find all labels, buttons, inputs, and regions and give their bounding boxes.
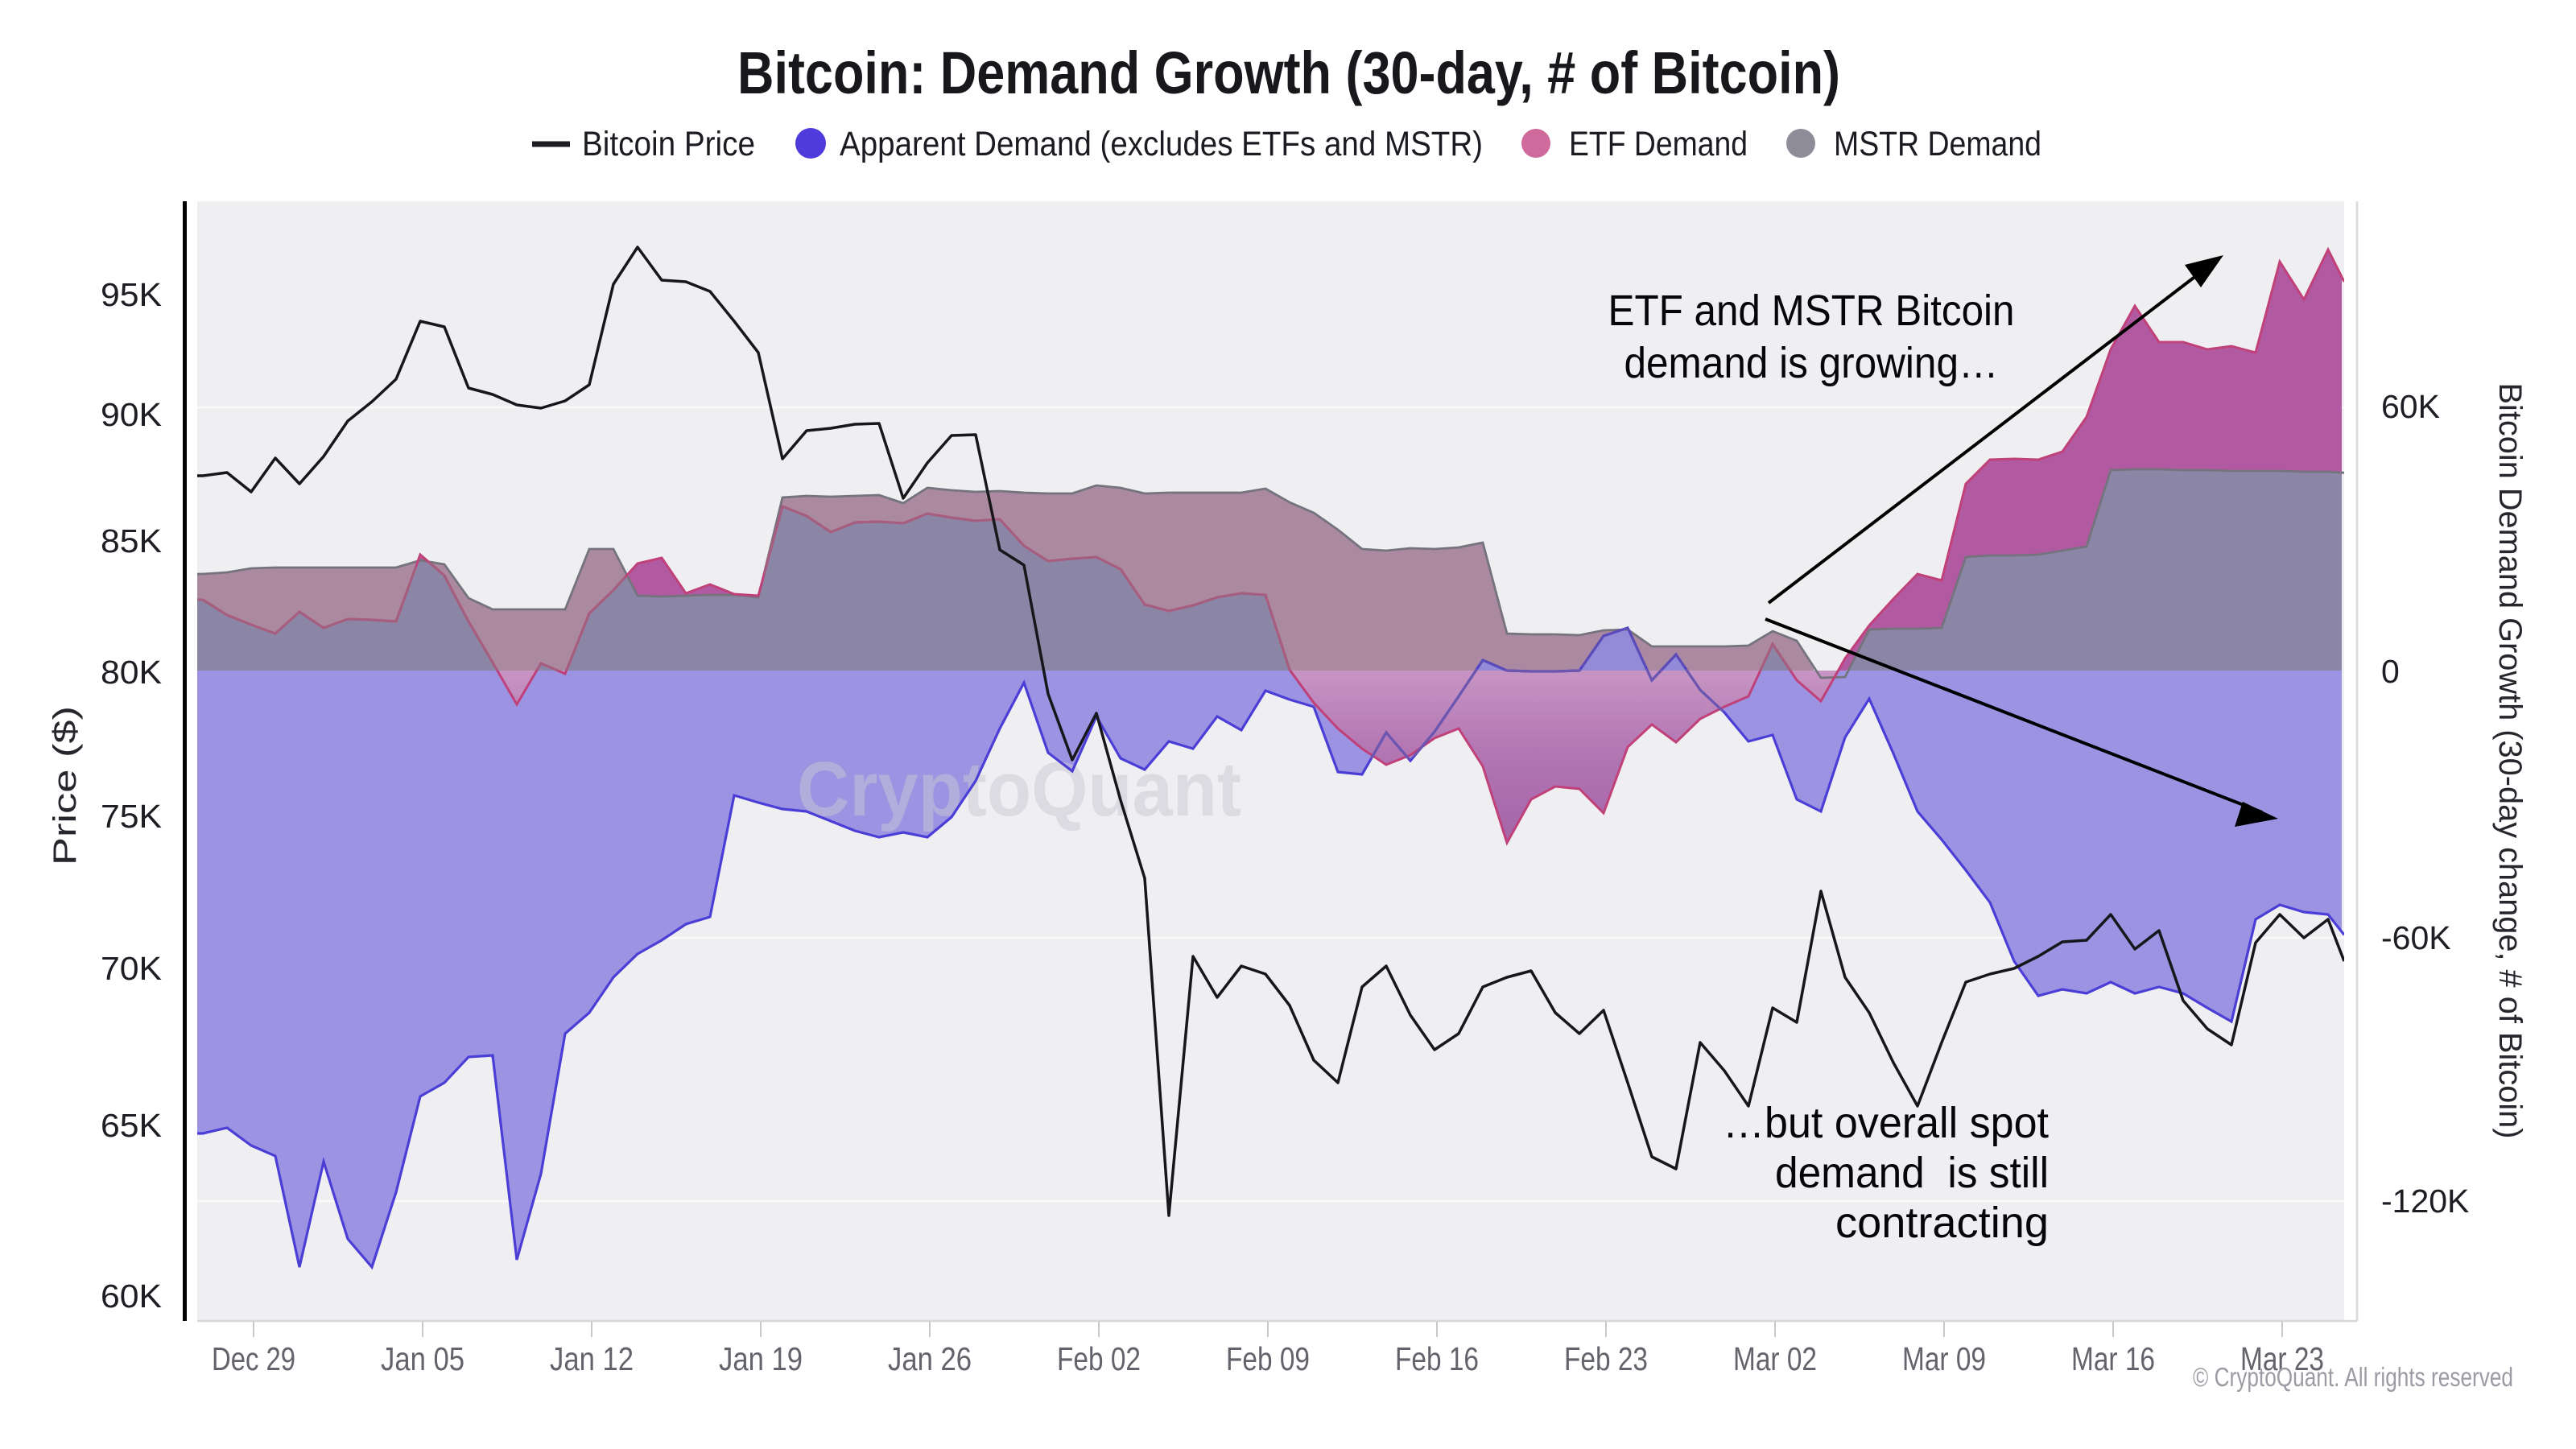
- svg-text:95K: 95K: [101, 276, 162, 313]
- svg-text:Jan 26: Jan 26: [888, 1340, 972, 1377]
- svg-text:-120K: -120K: [2381, 1183, 2469, 1220]
- svg-text:Bitcoin Price: Bitcoin Price: [582, 125, 755, 163]
- svg-text:CryptoQuant: CryptoQuant: [797, 746, 1241, 832]
- svg-text:Price ($): Price ($): [47, 706, 83, 865]
- svg-text:0: 0: [2381, 653, 2400, 690]
- svg-text:demand is growing…: demand is growing…: [1624, 339, 1999, 387]
- svg-text:90K: 90K: [101, 396, 162, 433]
- svg-text:ETF and MSTR Bitcoin: ETF and MSTR Bitcoin: [1608, 287, 2015, 335]
- svg-text:60K: 60K: [101, 1278, 162, 1315]
- svg-text:Jan 05: Jan 05: [381, 1340, 464, 1377]
- svg-text:75K: 75K: [101, 798, 162, 835]
- svg-text:demand is still: demand is still: [1775, 1149, 2049, 1197]
- svg-text:Feb 02: Feb 02: [1057, 1340, 1141, 1377]
- svg-text:Mar 16: Mar 16: [2071, 1340, 2155, 1377]
- svg-text:80K: 80K: [101, 654, 162, 691]
- svg-text:Mar 09: Mar 09: [1902, 1340, 1986, 1377]
- svg-text:Mar 23: Mar 23: [2240, 1340, 2324, 1377]
- svg-text:Dec 29: Dec 29: [212, 1340, 295, 1377]
- svg-text:Bitcoin: Demand Growth (30-day: Bitcoin: Demand Growth (30-day, # of Bit…: [737, 39, 1840, 106]
- svg-text:MSTR Demand: MSTR Demand: [1834, 125, 2041, 163]
- svg-text:Feb 16: Feb 16: [1395, 1340, 1479, 1377]
- svg-text:Bitcoin Demand Growth (30-day: Bitcoin Demand Growth (30-day change, # …: [2492, 383, 2528, 1139]
- svg-text:60K: 60K: [2381, 388, 2440, 425]
- svg-text:Apparent Demand (excludes ETFs: Apparent Demand (excludes ETFs and MSTR): [840, 125, 1483, 163]
- svg-text:Mar 02: Mar 02: [1733, 1340, 1817, 1377]
- svg-text:-60K: -60K: [2381, 919, 2451, 956]
- svg-text:Feb 23: Feb 23: [1564, 1340, 1648, 1377]
- svg-text:85K: 85K: [101, 522, 162, 559]
- svg-text:Jan 19: Jan 19: [719, 1340, 803, 1377]
- svg-text:Jan 12: Jan 12: [550, 1340, 634, 1377]
- svg-text:© CryptoQuant. All rights rese: © CryptoQuant. All rights reserved: [2193, 1362, 2513, 1392]
- svg-text:contracting: contracting: [1835, 1199, 2049, 1247]
- svg-text:…but overall spot: …but overall spot: [1723, 1099, 2049, 1147]
- svg-text:ETF Demand: ETF Demand: [1569, 125, 1748, 163]
- svg-text:65K: 65K: [101, 1107, 162, 1144]
- svg-text:70K: 70K: [101, 950, 162, 987]
- svg-text:Feb 09: Feb 09: [1226, 1340, 1310, 1377]
